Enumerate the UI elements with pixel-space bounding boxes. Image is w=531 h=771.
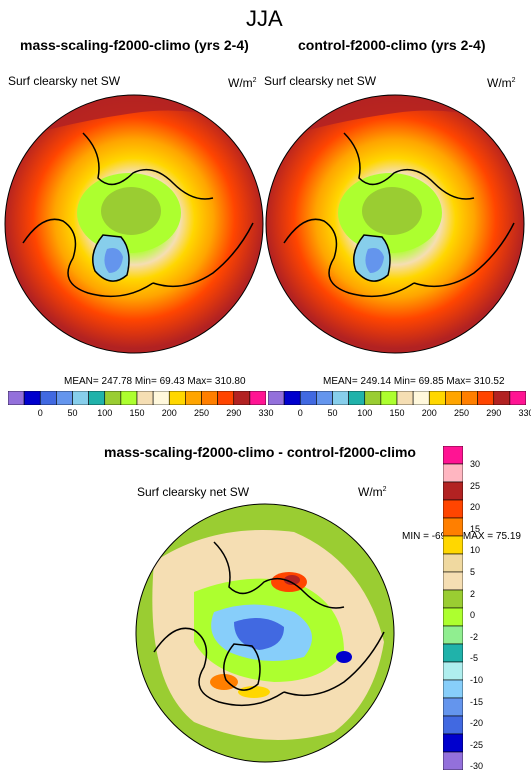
colorbar-swatch (39, 391, 57, 405)
colorbar-swatch (443, 481, 463, 501)
diff-colorbar (443, 446, 463, 770)
colorbar-tick-label: -10 (470, 674, 484, 685)
colorbar-tick-label: 0 (470, 610, 476, 621)
panel2-polar-map (265, 94, 525, 354)
colorbar-swatch (364, 391, 382, 405)
colorbar-swatch (412, 391, 430, 405)
colorbar-tick-label: 5 (470, 566, 476, 577)
figure-title: JJA (246, 6, 283, 31)
colorbar-swatch (249, 391, 266, 405)
colorbar-tick-label: 0 (37, 408, 43, 418)
colorbar-tick-label: 50 (327, 408, 338, 418)
colorbar-swatch (443, 643, 463, 663)
colorbar-swatch (461, 391, 478, 405)
colorbar-tick-label: 25 (470, 480, 481, 491)
colorbar-tick-label: 150 (389, 408, 405, 418)
panel1-variable-label: Surf clearsky net SW (8, 74, 121, 88)
colorbar-swatch (443, 751, 463, 770)
colorbar-swatch (88, 391, 106, 405)
colorbar-swatch (443, 625, 463, 645)
colorbar-swatch (443, 607, 463, 627)
panel1-stats: MEAN= 247.78 Min= 69.43 Max= 310.80 (64, 376, 246, 387)
colorbar-swatch (120, 391, 138, 405)
panel1-colorbar (8, 391, 266, 405)
diff-units: W/m2 (358, 485, 387, 499)
colorbar-swatch (443, 446, 463, 465)
colorbar-swatch (104, 391, 122, 405)
colorbar-swatch (268, 391, 285, 405)
colorbar-tick-label: 290 (226, 408, 242, 418)
colorbar-swatch (185, 391, 202, 405)
colorbar-tick-label: 200 (421, 408, 437, 418)
panel2-units: W/m2 (487, 76, 516, 90)
colorbar-tick-label: 250 (193, 408, 210, 418)
colorbar-tick-label: 250 (453, 408, 470, 418)
colorbar-swatch (509, 391, 526, 405)
panel1-polar-map (4, 94, 264, 354)
colorbar-tick-label: -25 (470, 739, 484, 750)
colorbar-swatch (201, 391, 218, 405)
panel2-stats: MEAN= 249.14 Min= 69.85 Max= 310.52 (323, 376, 505, 387)
colorbar-tick-label: 10 (470, 545, 481, 556)
colorbar-tick-label: -2 (470, 631, 479, 642)
colorbar-swatch (443, 553, 463, 573)
colorbar-swatch (443, 661, 463, 681)
colorbar-tick-label: -30 (470, 761, 484, 771)
colorbar-swatch (233, 391, 251, 405)
colorbar-swatch (428, 391, 446, 405)
colorbar-swatch (332, 391, 349, 405)
colorbar-tick-label: 2 (470, 588, 476, 599)
colorbar-tick-label: -20 (470, 718, 484, 729)
colorbar-tick-label: 20 (470, 502, 481, 513)
colorbar-tick-label: 290 (486, 408, 502, 418)
colorbar-tick-label: 0 (297, 408, 303, 418)
colorbar-tick-label: 330 (258, 408, 274, 418)
colorbar-swatch (299, 391, 317, 405)
colorbar-swatch (8, 391, 25, 405)
colorbar-swatch (152, 391, 170, 405)
colorbar-swatch (283, 391, 301, 405)
colorbar-tick-label: 30 (470, 458, 481, 469)
colorbar-tick-label: -5 (470, 653, 479, 664)
colorbar-swatch (443, 589, 463, 609)
panel1-title: mass-scaling-f2000-climo (yrs 2-4) (20, 37, 249, 53)
colorbar-tick-label: 50 (67, 408, 78, 418)
colorbar-swatch (443, 697, 463, 717)
colorbar-tick-label: 330 (518, 408, 531, 418)
colorbar-swatch (348, 391, 366, 405)
colorbar-tick-label: 150 (129, 408, 145, 418)
colorbar-swatch (443, 499, 463, 519)
colorbar-swatch (217, 391, 235, 405)
colorbar-swatch (443, 715, 463, 735)
panel2-title: control-f2000-climo (yrs 2-4) (298, 37, 486, 53)
diff-variable-label: Surf clearsky net SW (137, 485, 250, 499)
colorbar-swatch (316, 391, 333, 405)
colorbar-tick-label: 15 (470, 523, 481, 534)
diff-polar-map (135, 503, 395, 763)
colorbar-tick-label: 200 (161, 408, 177, 418)
panel2-colorbar (268, 391, 526, 405)
colorbar-tick-label: 100 (97, 408, 113, 418)
colorbar-swatch (443, 571, 463, 591)
colorbar-swatch (443, 463, 463, 483)
colorbar-swatch (443, 733, 463, 753)
colorbar-swatch (168, 391, 186, 405)
diff-title: mass-scaling-f2000-climo - control-f2000… (104, 444, 416, 460)
colorbar-tick-label: -15 (470, 696, 484, 707)
colorbar-swatch (136, 391, 154, 405)
panel2-variable-label: Surf clearsky net SW (264, 74, 377, 88)
colorbar-tick-label: 100 (357, 408, 373, 418)
colorbar-swatch (23, 391, 41, 405)
colorbar-swatch (477, 391, 495, 405)
colorbar-swatch (380, 391, 398, 405)
colorbar-swatch (72, 391, 89, 405)
colorbar-swatch (445, 391, 462, 405)
colorbar-swatch (443, 517, 463, 537)
panel1-units: W/m2 (228, 76, 257, 90)
colorbar-swatch (396, 391, 414, 405)
colorbar-swatch (493, 391, 511, 405)
colorbar-swatch (56, 391, 73, 405)
colorbar-swatch (443, 535, 463, 555)
colorbar-swatch (443, 679, 463, 699)
